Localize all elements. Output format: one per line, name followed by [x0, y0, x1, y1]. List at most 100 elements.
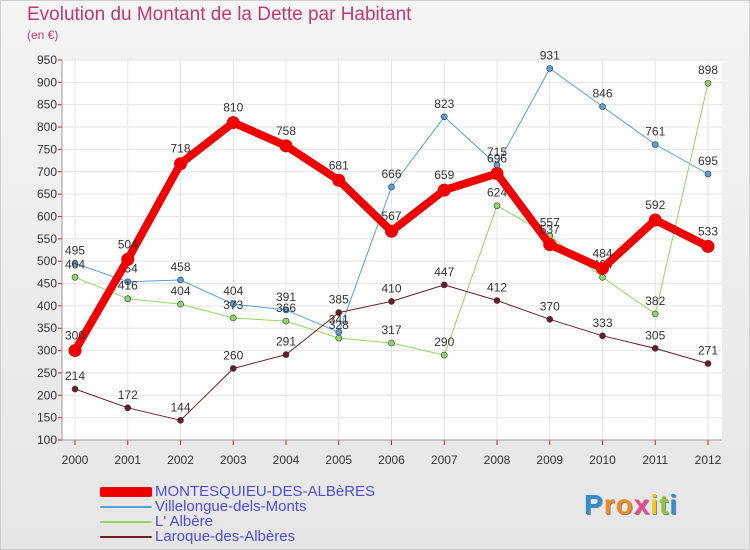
data-point-villelongue-dels-monts — [229, 300, 237, 308]
data-point-l-alb-re — [440, 351, 448, 359]
data-point-villelongue-dels-monts — [71, 260, 79, 267]
data-point-villelongue-dels-monts — [177, 276, 184, 284]
data-point-l-alb-re — [229, 314, 237, 322]
y-tick-label: 800 — [37, 120, 57, 134]
x-tick-label: 2006 — [378, 453, 405, 467]
data-point-montesquieu-des-alb-res — [68, 344, 82, 358]
x-tick-label: 2011 — [642, 453, 668, 467]
data-label-l-alb-re: 373 — [223, 298, 243, 312]
unit-label: (en €) — [27, 28, 59, 42]
y-tick-label: 900 — [37, 75, 57, 89]
data-point-villelongue-dels-monts — [124, 278, 132, 286]
data-label-laroque-des-alb-res: 370 — [540, 299, 560, 313]
data-label-montesquieu-des-alb-res: 681 — [329, 158, 349, 172]
data-point-l-alb-re — [388, 339, 395, 347]
data-label-montesquieu-des-alb-res: 659 — [434, 168, 454, 182]
y-tick-label: 250 — [37, 366, 57, 380]
data-label-villelongue-dels-monts: 931 — [540, 48, 560, 62]
data-point-montesquieu-des-alb-res — [121, 252, 135, 266]
data-label-villelongue-dels-monts: 458 — [170, 260, 190, 274]
data-point-laroque-des-alb-res — [229, 365, 237, 372]
data-label-montesquieu-des-alb-res: 718 — [170, 142, 190, 156]
data-label-villelongue-dels-monts: 846 — [592, 86, 612, 100]
data-point-villelongue-dels-monts — [599, 103, 606, 110]
data-label-laroque-des-alb-res: 333 — [592, 316, 612, 330]
y-tick-label: 950 — [37, 53, 57, 67]
y-tick-label: 350 — [37, 321, 57, 335]
x-tick-label: 2007 — [431, 453, 458, 467]
data-label-montesquieu-des-alb-res: 592 — [645, 198, 665, 212]
data-point-montesquieu-des-alb-res — [543, 238, 557, 252]
y-tick-label: 750 — [37, 142, 57, 156]
data-point-laroque-des-alb-res — [493, 297, 501, 304]
data-label-laroque-des-alb-res: 271 — [698, 344, 718, 358]
logo-letter: P — [584, 489, 604, 520]
logo-letter: o — [615, 489, 634, 520]
x-tick-label: 2004 — [273, 453, 300, 467]
data-label-l-alb-re: 624 — [487, 186, 507, 200]
legend-item-montesquieu-des-alb-res: MONTESQUIEU-DES-ALBèRES — [100, 484, 430, 499]
data-point-laroque-des-alb-res — [124, 404, 132, 412]
data-point-l-alb-re — [177, 300, 184, 308]
data-label-montesquieu-des-alb-res: 758 — [276, 124, 296, 138]
data-label-l-alb-re: 464 — [65, 257, 85, 271]
data-point-villelongue-dels-monts — [440, 113, 448, 121]
data-point-montesquieu-des-alb-res — [332, 173, 346, 187]
data-label-laroque-des-alb-res: 214 — [65, 369, 85, 383]
data-label-villelongue-dels-monts: 404 — [223, 284, 243, 298]
x-tick-label: 2005 — [325, 453, 352, 467]
data-point-laroque-des-alb-res — [282, 351, 290, 358]
data-label-l-alb-re: 898 — [698, 63, 718, 77]
y-tick-label: 650 — [37, 187, 57, 201]
data-label-laroque-des-alb-res: 172 — [118, 388, 138, 402]
legend-label: Laroque-des-Albères — [155, 528, 296, 545]
data-label-montesquieu-des-alb-res: 504 — [118, 237, 138, 251]
data-point-montesquieu-des-alb-res — [701, 239, 715, 253]
data-label-villelongue-dels-monts: 341 — [329, 312, 349, 326]
data-label-villelongue-dels-monts: 695 — [698, 154, 718, 168]
data-label-l-alb-re: 328 — [329, 318, 349, 332]
data-point-montesquieu-des-alb-res — [437, 183, 451, 197]
data-label-montesquieu-des-alb-res: 567 — [381, 209, 401, 223]
data-label-l-alb-re: 404 — [170, 284, 190, 298]
legend-swatch — [100, 506, 152, 509]
data-label-villelongue-dels-monts: 666 — [381, 167, 401, 181]
data-label-laroque-des-alb-res: 410 — [381, 281, 401, 295]
data-label-villelongue-dels-monts: 823 — [434, 97, 454, 111]
legend-swatch — [100, 487, 152, 497]
data-label-laroque-des-alb-res: 291 — [276, 335, 296, 349]
data-label-l-alb-re: 416 — [118, 279, 138, 293]
y-tick-label: 200 — [37, 388, 57, 402]
data-point-montesquieu-des-alb-res — [385, 224, 398, 238]
data-point-villelongue-dels-monts — [546, 65, 554, 72]
data-point-montesquieu-des-alb-res — [490, 167, 504, 181]
data-label-villelongue-dels-monts: 391 — [276, 290, 296, 304]
x-tick-label: 2012 — [695, 453, 722, 467]
x-tick-label: 2001 — [114, 453, 141, 467]
y-tick-label: 300 — [37, 344, 57, 358]
y-tick-label: 100 — [37, 433, 57, 447]
legend-item-l-alb-re: L' Albère — [100, 514, 430, 529]
data-label-laroque-des-alb-res: 144 — [170, 400, 190, 414]
data-point-l-alb-re — [704, 79, 712, 87]
data-label-laroque-des-alb-res: 260 — [223, 348, 243, 362]
x-tick-label: 2009 — [536, 453, 563, 467]
chart-title: Evolution du Montant de la Dette par Hab… — [27, 4, 412, 25]
data-label-montesquieu-des-alb-res: 810 — [223, 101, 243, 115]
data-label-villelongue-dels-monts: 761 — [645, 124, 665, 138]
logo-letter: r — [603, 489, 616, 520]
data-point-montesquieu-des-alb-res — [596, 261, 609, 275]
legend-swatch — [100, 536, 152, 539]
legend: MONTESQUIEU-DES-ALBèRES Villelongue-dels-… — [100, 484, 430, 544]
data-label-montesquieu-des-alb-res: 696 — [487, 152, 507, 166]
data-label-laroque-des-alb-res: 305 — [645, 328, 665, 342]
data-point-laroque-des-alb-res — [599, 332, 606, 340]
data-point-montesquieu-des-alb-res — [226, 116, 240, 130]
data-point-l-alb-re — [335, 334, 343, 342]
y-tick-label: 500 — [37, 254, 57, 268]
data-label-l-alb-re: 366 — [276, 301, 296, 315]
y-tick-label: 700 — [37, 165, 57, 179]
data-label-laroque-des-alb-res: 412 — [487, 281, 507, 295]
data-point-laroque-des-alb-res — [177, 417, 184, 424]
x-tick-label: 2008 — [484, 453, 511, 467]
